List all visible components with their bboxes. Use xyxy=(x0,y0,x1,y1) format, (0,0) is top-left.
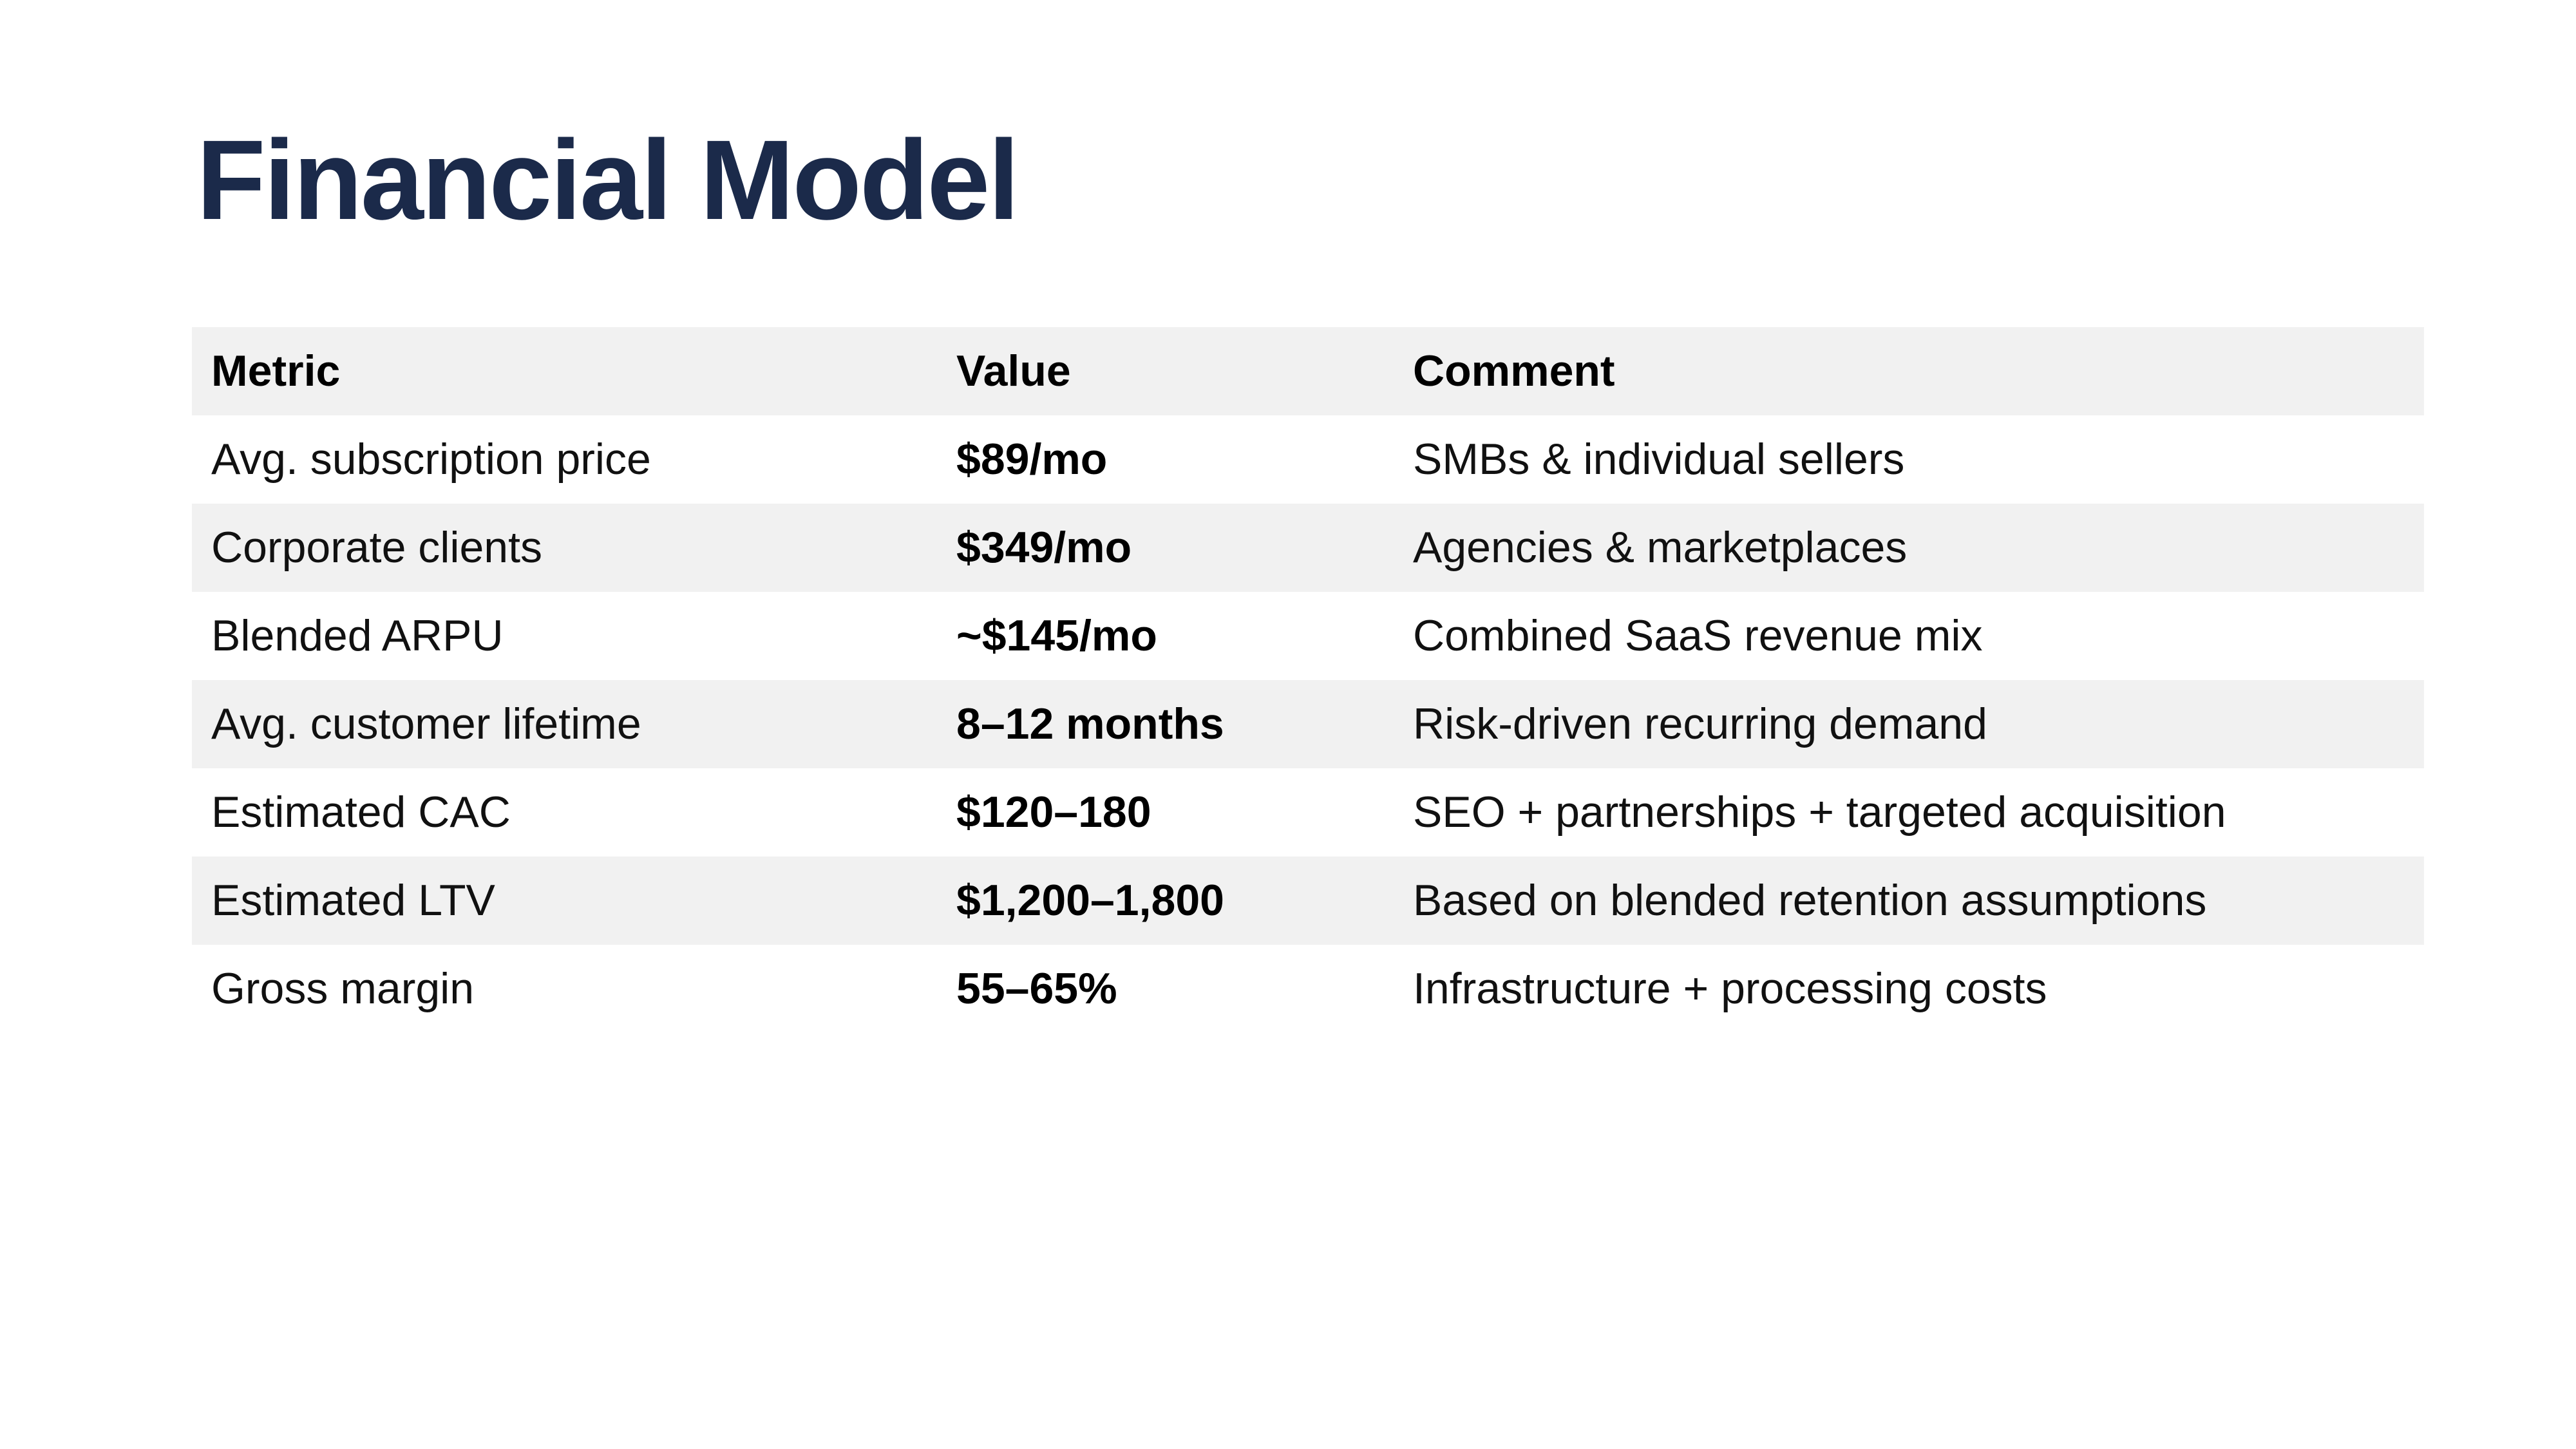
value-cell: $1,200–1,800 xyxy=(956,876,1224,925)
table-row: Estimated CAC $120–180 SEO + partnership… xyxy=(192,768,2424,857)
table-row: Estimated LTV $1,200–1,800 Based on blen… xyxy=(192,857,2424,945)
value-cell: $349/mo xyxy=(956,523,1132,572)
comment-cell: Based on blended retention assumptions xyxy=(1413,876,2207,925)
comment-cell: Combined SaaS revenue mix xyxy=(1413,611,1983,660)
table-row: Avg. customer lifetime 8–12 months Risk-… xyxy=(192,680,2424,768)
slide-title: Financial Model xyxy=(196,117,1019,243)
comment-cell: Risk-driven recurring demand xyxy=(1413,699,1987,748)
comment-cell: SMBs & individual sellers xyxy=(1413,435,1905,484)
table-header-row: Metric Value Comment xyxy=(192,327,2424,415)
metric-cell: Estimated LTV xyxy=(211,876,495,925)
comment-cell: Infrastructure + processing costs xyxy=(1413,964,2047,1013)
value-cell: $89/mo xyxy=(956,435,1108,484)
value-cell: ~$145/mo xyxy=(956,611,1157,660)
metric-cell: Gross margin xyxy=(211,964,475,1013)
table-row: Corporate clients $349/mo Agencies & mar… xyxy=(192,504,2424,592)
table-row: Gross margin 55–65% Infrastructure + pro… xyxy=(192,945,2424,1033)
header-value: Value xyxy=(956,346,1071,395)
table-row: Avg. subscription price $89/mo SMBs & in… xyxy=(192,415,2424,504)
metric-cell: Avg. customer lifetime xyxy=(211,699,641,748)
metric-cell: Estimated CAC xyxy=(211,788,511,837)
header-metric: Metric xyxy=(211,346,341,395)
value-cell: 55–65% xyxy=(956,964,1117,1013)
metric-cell: Corporate clients xyxy=(211,523,543,572)
value-cell: 8–12 months xyxy=(956,699,1224,748)
metric-cell: Blended ARPU xyxy=(211,611,504,660)
header-comment: Comment xyxy=(1413,346,1615,395)
comment-cell: SEO + partnerships + targeted acquisitio… xyxy=(1413,788,2226,837)
value-cell: $120–180 xyxy=(956,788,1151,837)
comment-cell: Agencies & marketplaces xyxy=(1413,523,1908,572)
financial-model-table: Metric Value Comment Avg. subscription p… xyxy=(192,327,2424,1033)
table-row: Blended ARPU ~$145/mo Combined SaaS reve… xyxy=(192,592,2424,680)
metric-cell: Avg. subscription price xyxy=(211,435,651,484)
